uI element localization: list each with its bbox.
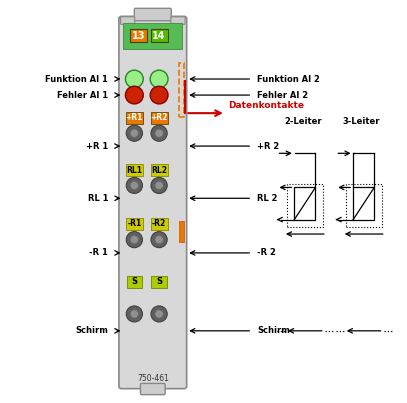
- Text: 13: 13: [132, 31, 146, 41]
- Text: -R 2: -R 2: [257, 248, 276, 258]
- Bar: [126, 112, 143, 124]
- Bar: [151, 164, 168, 176]
- Circle shape: [130, 310, 138, 318]
- Text: S: S: [131, 277, 137, 286]
- Circle shape: [151, 232, 167, 248]
- Text: Schirm: Schirm: [257, 326, 290, 335]
- Text: +R2: +R2: [151, 114, 168, 123]
- Bar: [151, 29, 168, 42]
- Circle shape: [155, 181, 163, 190]
- Bar: [151, 112, 168, 124]
- Text: 2-Leiter: 2-Leiter: [284, 117, 322, 126]
- Text: RL2: RL2: [151, 166, 167, 174]
- Bar: [353, 187, 374, 220]
- Bar: [126, 164, 143, 176]
- Text: RL 2: RL 2: [257, 194, 278, 203]
- Circle shape: [155, 129, 163, 137]
- Circle shape: [126, 125, 142, 141]
- Text: RL1: RL1: [126, 166, 142, 174]
- Text: Fehler AI 1: Fehler AI 1: [57, 91, 108, 100]
- Text: +R 1: +R 1: [86, 141, 108, 151]
- Text: -R1: -R1: [127, 219, 142, 228]
- Circle shape: [150, 86, 168, 104]
- Circle shape: [151, 306, 167, 322]
- Bar: [179, 63, 184, 117]
- Text: Schirm: Schirm: [75, 326, 108, 335]
- Bar: [151, 218, 168, 230]
- Bar: [130, 29, 147, 42]
- Text: Fehler AI 2: Fehler AI 2: [257, 91, 308, 100]
- Bar: [127, 276, 142, 288]
- Circle shape: [125, 86, 143, 104]
- Circle shape: [151, 177, 167, 193]
- FancyBboxPatch shape: [134, 8, 171, 21]
- Circle shape: [151, 125, 167, 141]
- Text: Datenkontakte: Datenkontakte: [228, 101, 304, 110]
- Text: 14: 14: [152, 31, 166, 41]
- Text: +R 2: +R 2: [257, 141, 279, 151]
- Text: 3-Leiter: 3-Leiter: [343, 117, 381, 126]
- Circle shape: [130, 129, 138, 137]
- Circle shape: [155, 235, 163, 244]
- Text: Funktion AI 1: Funktion AI 1: [45, 75, 108, 83]
- Circle shape: [150, 70, 168, 88]
- Bar: [346, 184, 382, 227]
- FancyBboxPatch shape: [120, 17, 135, 25]
- FancyBboxPatch shape: [140, 383, 165, 395]
- FancyBboxPatch shape: [171, 17, 185, 25]
- Bar: [287, 184, 323, 227]
- Text: -R 1: -R 1: [89, 248, 108, 258]
- Circle shape: [130, 181, 138, 190]
- FancyBboxPatch shape: [119, 17, 187, 388]
- Text: Funktion AI 2: Funktion AI 2: [257, 75, 320, 83]
- Circle shape: [126, 177, 142, 193]
- Text: +R1: +R1: [126, 114, 143, 123]
- Bar: [126, 218, 143, 230]
- Bar: [294, 187, 315, 220]
- Circle shape: [155, 310, 163, 318]
- Text: -R2: -R2: [152, 219, 166, 228]
- Text: S: S: [156, 277, 162, 286]
- Text: RL 1: RL 1: [88, 194, 108, 203]
- Bar: [123, 23, 182, 49]
- Circle shape: [125, 70, 143, 88]
- Text: 750-461: 750-461: [137, 374, 169, 383]
- Circle shape: [126, 232, 142, 248]
- Circle shape: [126, 306, 142, 322]
- Bar: [151, 276, 167, 288]
- Circle shape: [130, 235, 138, 244]
- Bar: [179, 221, 184, 242]
